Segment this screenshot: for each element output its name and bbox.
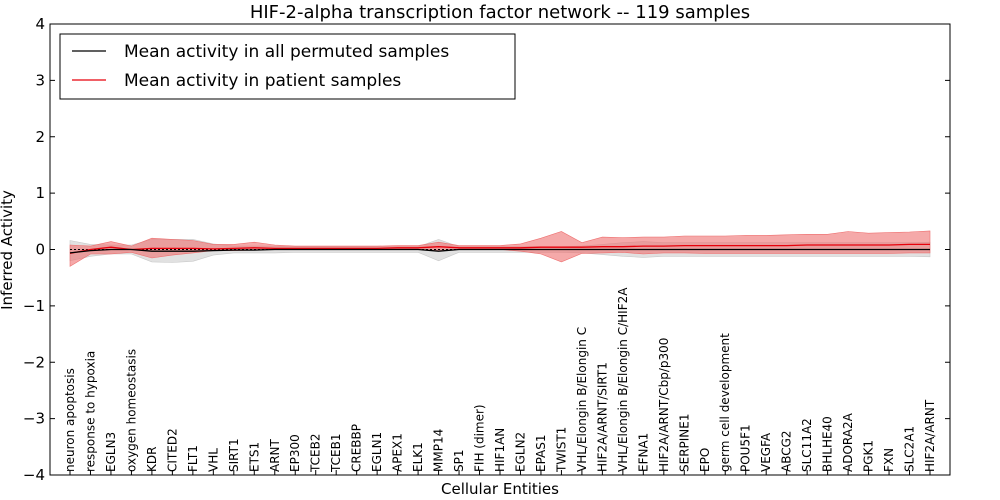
x-tick-label: CITED2 [165, 428, 179, 472]
legend: Mean activity in all permuted samples Mea… [59, 33, 516, 100]
x-tick-label: APEX1 [391, 433, 405, 472]
y-tick-label: 2 [35, 128, 45, 146]
x-tick-label-layer: neuron apoptosis response to hypoxia EGLN3… [63, 287, 937, 475]
y-tick-label: −1 [23, 297, 45, 315]
line-series-1 [69, 248, 930, 254]
x-tick-label: germ cell development [718, 333, 732, 472]
y-tick-label: −2 [23, 353, 45, 371]
line-series-2 [69, 243, 930, 255]
x-tick-label: EFNA1 [636, 433, 650, 472]
legend-box [59, 33, 516, 100]
y-tick-label: 4 [35, 15, 45, 33]
x-tick-label: SP1 [452, 450, 466, 473]
x-tick-label: ADORA2A [841, 412, 855, 472]
x-tick-label: oxygen homeostasis [124, 349, 138, 472]
x-tick-label: ABCG2 [780, 430, 794, 472]
y-tick-label: 1 [35, 184, 45, 202]
y-tick-layer: 4 3 2 1 0 −1 −2 −3 −4 [23, 15, 950, 484]
x-tick-label: SLC2A1 [903, 426, 917, 472]
x-tick-label: EPAS1 [534, 434, 548, 472]
x-tick-label: FLT1 [186, 445, 200, 472]
x-tick-label: EGLN1 [370, 432, 384, 472]
x-tick-label: HIF1AN [493, 428, 507, 472]
x-tick-label: VHL [206, 448, 220, 472]
x-tick-label: KDR [145, 447, 159, 472]
y-tick-label: 0 [35, 241, 45, 259]
x-tick-label: HIF2A/ARNT/Cbp/p300 [657, 338, 671, 472]
x-tick-label: EGLN3 [104, 432, 118, 472]
x-tick-label: EGLN2 [514, 432, 528, 472]
x-tick-label: SLC11A2 [800, 418, 814, 472]
x-tick-label: VEGFA [759, 432, 773, 472]
x-tick-label: VHL/Elongin B/Elongin C [575, 327, 589, 472]
y-tick-label: 3 [35, 71, 45, 89]
y-tick-label: −4 [23, 466, 45, 484]
x-tick-label: MMP14 [432, 429, 446, 472]
y-tick-label: −3 [23, 410, 45, 428]
x-tick-label: ELK1 [411, 442, 425, 472]
x-tick-label: TCEB1 [329, 434, 343, 473]
x-tick-label: VHL/Elongin B/Elongin C/HIF2A [616, 287, 630, 472]
x-tick-label: SERPINE1 [677, 413, 691, 472]
x-tick-label: BHLHE40 [821, 416, 835, 472]
x-tick-label: FIH (dimer) [473, 404, 487, 472]
x-axis-label: Cellular Entities [441, 480, 559, 498]
x-tick-label: EP300 [288, 434, 302, 472]
line-layer [69, 243, 930, 255]
x-tick-label: ETS1 [247, 442, 261, 472]
x-tick-label: POU5F1 [739, 424, 753, 472]
x-tick-label: HIF2A/ARNT/SIRT1 [595, 362, 609, 472]
legend-label-series-2: Mean activity in patient samples [124, 71, 401, 91]
x-tick-label: HIF2A/ARNT [923, 399, 937, 472]
y-axis-label: Inferred Activity [0, 190, 16, 310]
x-tick-label: neuron apoptosis [63, 368, 77, 472]
chart-title: HIF-2-alpha transcription factor network… [250, 2, 750, 23]
x-tick-label: ARNT [268, 438, 282, 472]
x-tick-label: response to hypoxia [84, 351, 98, 472]
x-tick-label: CREBBP [350, 424, 364, 472]
legend-label-series-1: Mean activity in all permuted samples [124, 42, 449, 62]
x-tick-label: FXN [882, 448, 896, 472]
x-tick-label: EPO [698, 448, 712, 472]
x-tick-label: TCEB2 [309, 434, 323, 473]
x-tick-label: SIRT1 [227, 438, 241, 472]
x-tick-label: TWIST1 [554, 427, 568, 473]
x-tick-label: PGK1 [862, 440, 876, 472]
